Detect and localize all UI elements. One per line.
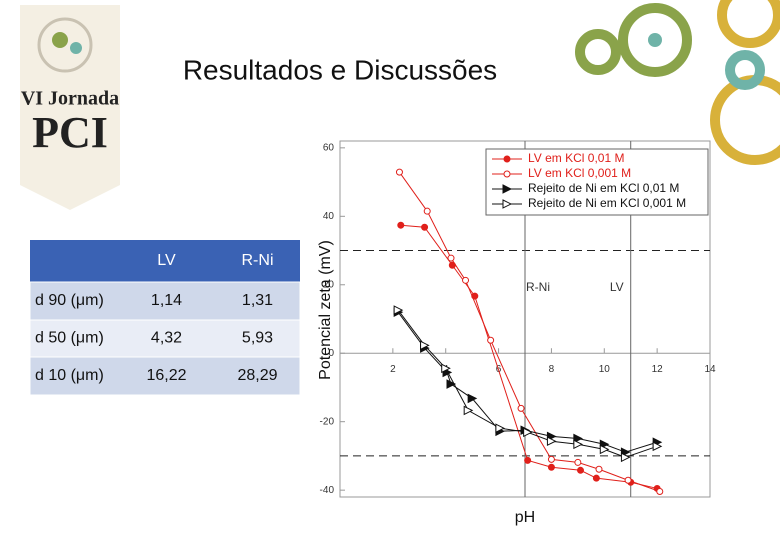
gear — [725, 50, 765, 90]
logo-gear — [70, 42, 82, 54]
table-cell: 28,29 — [237, 367, 277, 384]
logo: VI Jornada PCI — [20, 5, 120, 210]
table-cell: d 10 (μm) — [35, 367, 104, 384]
x-tick-label: 12 — [652, 364, 664, 375]
point — [421, 223, 429, 231]
series-line — [397, 309, 658, 458]
table-cell: 16,22 — [146, 367, 186, 384]
table-cell: d 50 (μm) — [35, 330, 104, 347]
table-cell: 5,93 — [242, 330, 273, 347]
y-tick-label: 20 — [323, 279, 335, 290]
point — [592, 474, 600, 482]
point — [397, 221, 405, 229]
gear-hub — [648, 33, 662, 47]
point — [547, 463, 555, 471]
point — [441, 363, 451, 374]
y-axis-label: Potencial zeta (mV) — [317, 240, 334, 380]
gear — [618, 3, 692, 77]
point — [395, 168, 403, 176]
logo-text: PCI — [32, 108, 108, 157]
point — [463, 405, 474, 416]
point — [524, 456, 532, 464]
point — [523, 427, 533, 438]
point — [447, 254, 455, 262]
legend-label: Rejeito de Ni em KCl 0,01 M — [528, 181, 679, 195]
point — [624, 476, 632, 484]
y-tick-label: 0 — [328, 348, 334, 359]
point — [595, 465, 603, 473]
x-tick-label: 10 — [599, 364, 611, 375]
table-header-bg — [30, 240, 300, 282]
logo-banner — [20, 5, 120, 210]
point — [574, 458, 582, 466]
point — [517, 404, 525, 412]
point — [546, 436, 557, 447]
table-cell: 1,14 — [151, 292, 182, 309]
legend-marker — [503, 170, 511, 178]
table: LV R-Ni d 90 (μm) 1,14 1,31 d 50 (μm) 4,32 5,93… — [29, 240, 301, 396]
gears — [575, 0, 780, 165]
point — [599, 444, 610, 455]
legend-marker — [502, 199, 513, 209]
point — [495, 423, 506, 434]
point — [423, 207, 431, 215]
table-cell: 4,32 — [151, 330, 182, 347]
table-row-bg — [29, 319, 301, 358]
x-tick-label: 8 — [549, 364, 555, 375]
point — [420, 340, 430, 351]
legend-label: LV em KCl 0,01 M — [528, 151, 624, 165]
y-tick-label: 40 — [323, 211, 335, 222]
point — [656, 488, 664, 496]
legend-marker — [503, 155, 511, 163]
legend-marker — [502, 184, 513, 194]
point — [467, 393, 478, 404]
point — [462, 276, 470, 284]
chart: -40-2002040602468101214pHPotencial zeta … — [317, 140, 716, 526]
table-row-bg — [29, 356, 301, 396]
point — [620, 452, 631, 463]
series-line — [399, 171, 660, 492]
reference-label: R-Ni — [526, 280, 550, 294]
series-line — [400, 224, 658, 489]
gear — [575, 29, 621, 75]
point — [652, 441, 663, 452]
legend-box — [485, 148, 709, 216]
point — [487, 336, 495, 344]
table-header-cell: R-Ni — [242, 252, 274, 269]
reference-label: LV — [610, 280, 624, 294]
point — [573, 439, 583, 450]
legend-label: Rejeito de Ni em KCl 0,001 M — [528, 196, 686, 210]
table-row-bg — [29, 281, 301, 321]
table-header-cell: LV — [157, 252, 176, 269]
point — [393, 305, 404, 315]
table-cell: d 90 (μm) — [35, 292, 104, 309]
point — [577, 466, 584, 474]
point — [573, 433, 583, 444]
gear — [717, 0, 780, 48]
legend-label: LV em KCl 0,001 M — [528, 166, 631, 180]
logo-text: VI Jornada — [21, 88, 119, 110]
y-tick-label: -40 — [320, 485, 335, 496]
x-tick-label: 14 — [704, 364, 716, 375]
point — [547, 455, 555, 463]
slide-title: Resultados e Discussões — [183, 54, 497, 85]
logo-gear — [52, 32, 68, 48]
logo-head — [37, 17, 93, 73]
table-cell: 1,31 — [242, 292, 273, 309]
x-tick-label: 2 — [390, 364, 396, 375]
x-axis-label: pH — [515, 509, 535, 526]
y-tick-label: 60 — [323, 142, 335, 153]
gear — [710, 75, 780, 165]
y-tick-label: -20 — [320, 416, 335, 427]
point — [446, 379, 457, 389]
